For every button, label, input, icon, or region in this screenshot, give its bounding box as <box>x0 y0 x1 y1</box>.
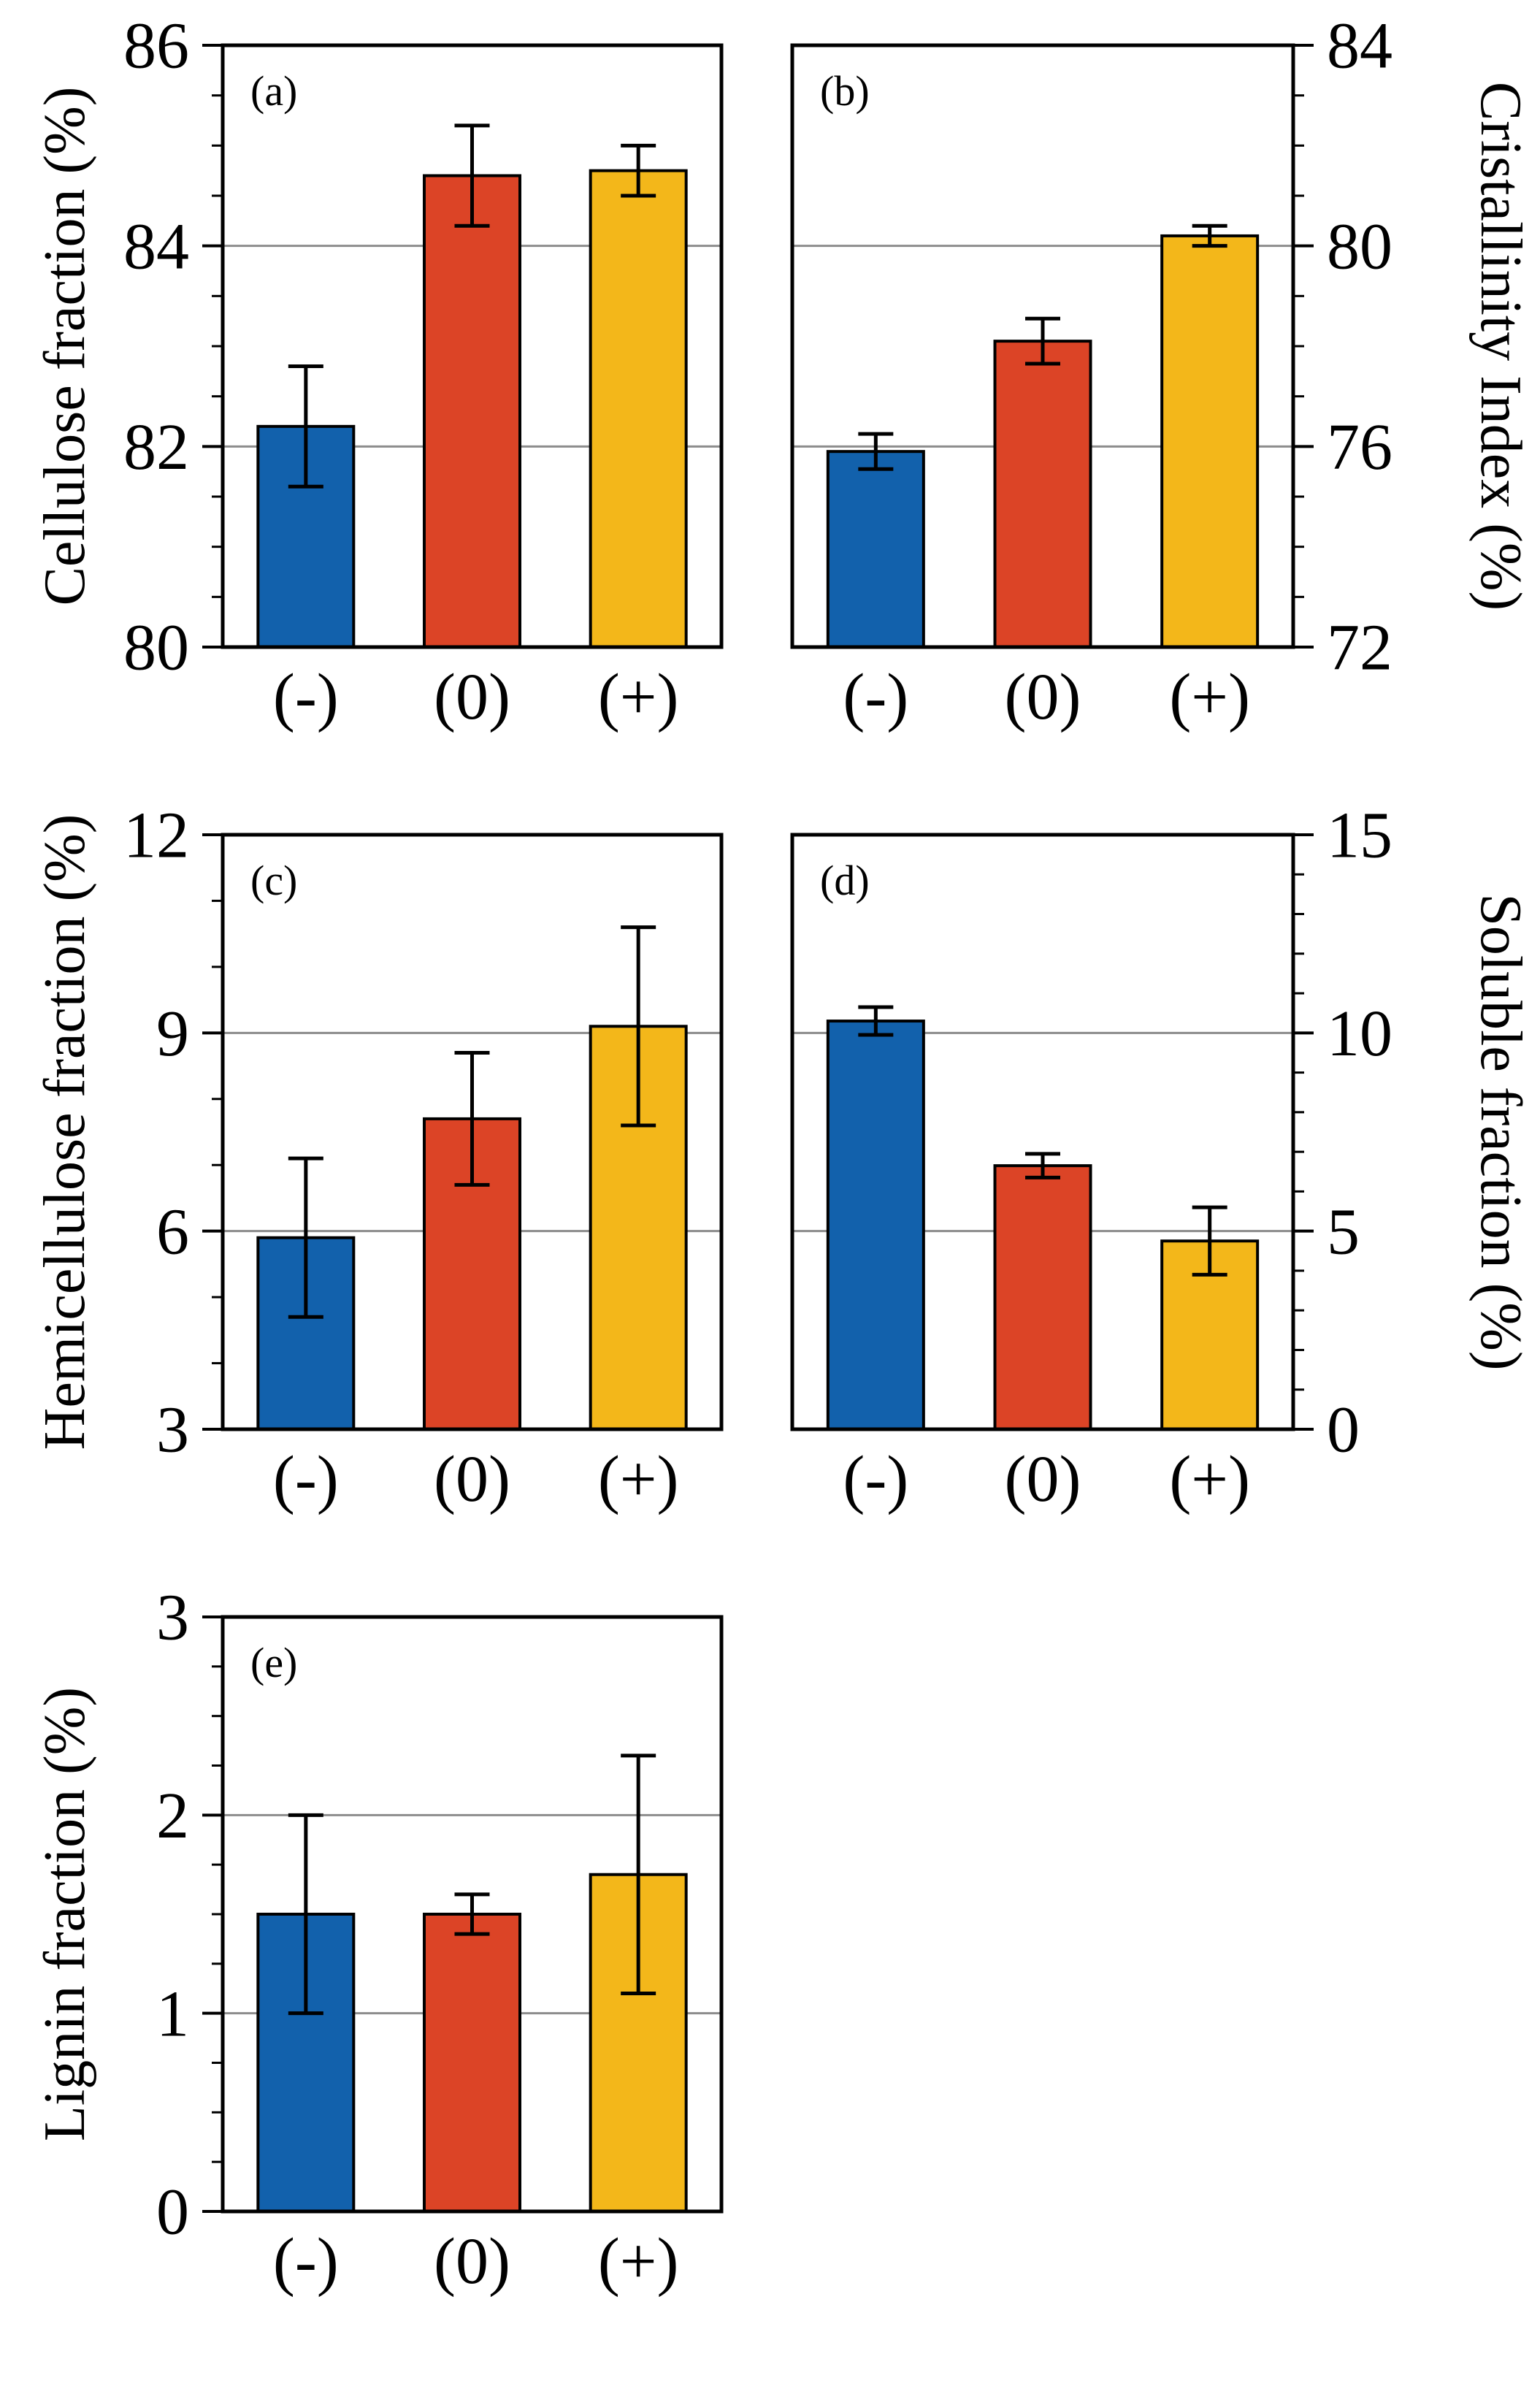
bar-e-2 <box>423 1913 521 2213</box>
panel-letter: (a) <box>250 67 297 115</box>
y-tick-label: 0 <box>156 2176 189 2249</box>
y-tick-label: 3 <box>156 1394 189 1466</box>
x-category-label: (-) <box>273 661 339 733</box>
y-tick-label: 80 <box>123 612 189 684</box>
y-axis-title: Lignin fraction (%) <box>33 1687 97 2141</box>
bar-a-3 <box>589 169 688 649</box>
bar-d-2 <box>993 1164 1092 1431</box>
panel-letter: (b) <box>820 67 870 115</box>
y-tick-label: 3 <box>156 1582 189 1654</box>
y-tick-label: 86 <box>123 10 189 83</box>
y-tick-label: 5 <box>1327 1196 1360 1268</box>
y-tick-label: 72 <box>1327 612 1392 684</box>
x-category-label: (0) <box>434 2225 510 2298</box>
y-tick-label: 80 <box>1327 210 1392 283</box>
x-category-label: (+) <box>598 1443 679 1515</box>
x-category-label: (+) <box>598 2225 679 2298</box>
x-category-label: (0) <box>434 661 510 733</box>
x-category-label: (0) <box>1005 1443 1081 1515</box>
panel-e: 0 1 2 3 Lignin fraction (%) (e) (-) (0) (+) <box>33 1582 724 2298</box>
y-tick-label: 10 <box>1327 998 1392 1070</box>
axes-frame <box>221 833 724 1431</box>
y-tick-label: 0 <box>1327 1394 1360 1466</box>
y-tick-label: 84 <box>1327 10 1392 83</box>
y-tick-label: 82 <box>123 411 189 483</box>
bar-a-2 <box>423 174 521 649</box>
y-tick-label: 2 <box>156 1780 189 1852</box>
panel-d: 0 5 10 15 Soluble fraction (%) (d) (-) (0) (+) <box>790 800 1533 1515</box>
y-axis-title: Cristallinity Index (%) <box>1468 82 1533 611</box>
y-axis-title: Hemicellulose fraction (%) <box>33 814 97 1450</box>
panel-a: 80 82 84 86 Cellulose fraction (%) (a) (-) (0) (… <box>33 10 724 733</box>
panel-letter: (c) <box>250 857 297 904</box>
axes-frame <box>790 833 1295 1431</box>
x-category-label: (0) <box>434 1443 510 1515</box>
x-category-label: (-) <box>843 1443 908 1515</box>
x-category-label: (-) <box>273 2225 339 2298</box>
y-tick-label: 12 <box>123 800 189 872</box>
bar-b-2 <box>993 340 1092 649</box>
bar-b-3 <box>1160 234 1260 649</box>
x-category-label: (-) <box>843 661 908 733</box>
bar-b-1 <box>826 450 925 649</box>
panel-c: 3 6 9 12 Hemicellulose fraction (%) (c) (-) (0)… <box>33 800 724 1515</box>
y-tick-label: 9 <box>156 998 189 1070</box>
x-category-label: (+) <box>1169 1443 1250 1515</box>
y-axis-title: Soluble fraction (%) <box>1468 893 1533 1370</box>
x-category-label: (+) <box>598 661 679 733</box>
panel-letter: (d) <box>820 857 870 904</box>
y-tick-label: 15 <box>1327 800 1392 872</box>
y-tick-label: 84 <box>123 210 189 283</box>
panel-letter: (e) <box>250 1639 297 1686</box>
y-tick-label: 1 <box>156 1978 189 2050</box>
x-category-label: (-) <box>273 1443 339 1515</box>
x-category-label: (+) <box>1169 661 1250 733</box>
bar-d-1 <box>826 1020 925 1431</box>
y-axis-title: Cellulose fraction (%) <box>33 87 97 606</box>
y-tick-label: 6 <box>156 1196 189 1268</box>
y-tick-label: 76 <box>1327 411 1392 483</box>
panel-b: 72 76 80 84 Cristallinity Index (%) (b) (-) (0)… <box>790 10 1533 733</box>
x-category-label: (0) <box>1005 661 1081 733</box>
